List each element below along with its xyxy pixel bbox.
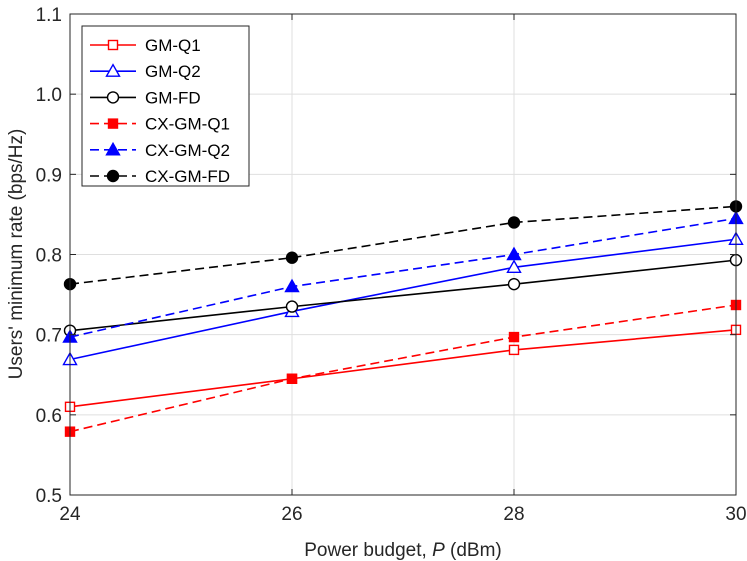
legend-label: GM-Q2 — [145, 62, 201, 81]
data-point — [286, 373, 298, 384]
ticks: 24 26 28 30 0.5 0.6 0.7 0.8 0.9 1.0 1.1 — [36, 5, 747, 525]
legend-label: CX-GM-Q1 — [145, 115, 230, 134]
legend-label: CX-GM-FD — [145, 167, 230, 186]
legend-label: GM-Q1 — [145, 36, 201, 55]
legend-box — [81, 25, 250, 187]
data-point — [506, 259, 522, 274]
data-point — [507, 216, 521, 229]
legend: GM-Q1 GM-Q2 GM-FD CX-GM-Q1 CX-GM-Q2 CX-GM-FD — [81, 25, 250, 187]
legend-item: CX-GM-Q2 — [90, 141, 230, 160]
x-tick-label: 24 — [59, 504, 81, 525]
legend-item: GM-Q2 — [90, 62, 201, 81]
y-tick-label: 1.1 — [36, 5, 62, 26]
x-tick-label: 28 — [503, 504, 524, 525]
x-tick-label: 30 — [725, 504, 746, 525]
y-tick-label: 0.9 — [36, 165, 62, 186]
series-line — [69, 329, 737, 408]
x-tick-label: 26 — [281, 504, 302, 525]
legend-marker — [106, 169, 120, 183]
series-line — [69, 304, 737, 433]
legend-item: CX-GM-Q1 — [90, 115, 230, 134]
y-tick-label: 1.0 — [36, 85, 62, 106]
legend-label: CX-GM-Q2 — [145, 141, 230, 160]
data-point — [285, 251, 299, 264]
y-tick-label: 0.5 — [36, 486, 62, 507]
data-point — [285, 300, 299, 313]
legend-item: CX-GM-FD — [90, 167, 230, 186]
y-tick-label: 0.7 — [36, 326, 62, 347]
legend-marker — [105, 141, 121, 156]
legend-item: GM-Q1 — [90, 36, 201, 55]
y-tick-label: 0.8 — [36, 246, 62, 267]
x-axis-label: Power budget, P (dBm) — [304, 540, 502, 561]
data-point — [506, 246, 522, 261]
series-line — [69, 217, 737, 338]
y-axis-label: Users' minimum rate (bps/Hz) — [6, 129, 27, 380]
data-point — [508, 331, 520, 343]
legend-item: GM-FD — [90, 88, 201, 107]
data-point — [284, 278, 300, 293]
y-tick-label: 0.6 — [36, 406, 62, 427]
legend-marker — [106, 91, 120, 104]
series-line — [69, 259, 737, 332]
data-point — [508, 344, 520, 356]
series-line — [69, 238, 737, 361]
legend-marker — [107, 39, 119, 51]
legend-marker — [107, 118, 119, 129]
legend-marker — [105, 63, 121, 77]
legend-label: GM-FD — [145, 88, 201, 107]
data-point — [507, 277, 521, 291]
